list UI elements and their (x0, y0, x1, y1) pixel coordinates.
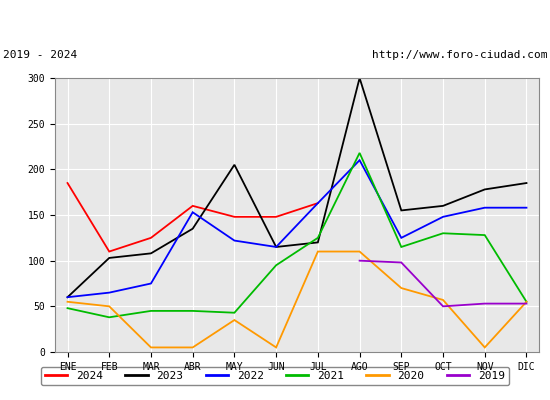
Text: 2019 - 2024: 2019 - 2024 (3, 50, 77, 60)
Text: http://www.foro-ciudad.com: http://www.foro-ciudad.com (372, 50, 547, 60)
Text: Evolucion Nº Turistas Extranjeros en el municipio de Caminomorisco: Evolucion Nº Turistas Extranjeros en el … (11, 14, 539, 26)
Legend: 2024, 2023, 2022, 2021, 2020, 2019: 2024, 2023, 2022, 2021, 2020, 2019 (41, 366, 509, 386)
